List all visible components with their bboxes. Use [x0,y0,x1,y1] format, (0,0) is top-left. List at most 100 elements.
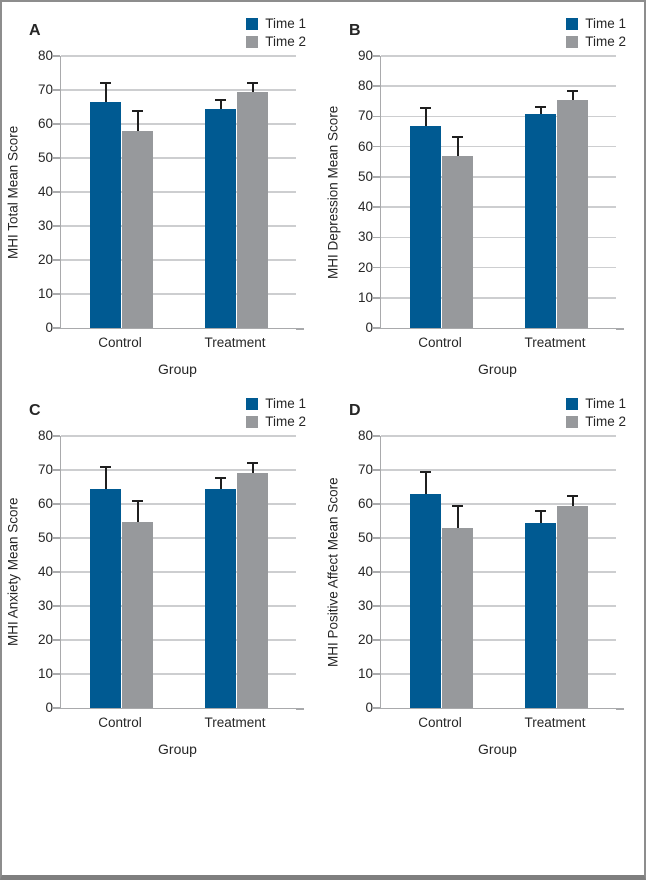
y-tick-mark [52,327,60,329]
time1-swatch-icon [566,397,579,410]
y-tick-label: 70 [357,462,373,477]
y-tick-mark [52,293,60,295]
y-tick-label: 80 [37,428,53,443]
legend-item-time1: Time 1 [566,16,626,31]
y-tick-label: 0 [365,320,373,335]
legend-item-time1: Time 1 [246,16,306,31]
y-axis-title: MHI Anxiety Mean Score [5,497,21,647]
plot-row: MHI Depression Mean Score 0 10 20 30 40 50 60 7… [322,49,642,335]
legend-item-time2: Time 2 [566,34,626,49]
gridline [61,639,296,641]
y-tick-label: 60 [37,496,53,511]
y-tick-label: 40 [357,199,373,215]
time2-swatch-icon [566,415,579,428]
y-tick-label: 0 [365,700,373,715]
time1-swatch-icon [246,17,259,30]
y-tick-mark [52,123,60,125]
y-tick-mark [372,537,380,539]
error-bar-treatment-time1 [215,477,226,490]
y-tick-label: 20 [37,632,53,647]
panel-label: D [349,402,362,419]
y-axis-title: MHI Total Mean Score [5,125,21,259]
y-tick-mark [52,469,60,471]
y-tick-mark [52,503,60,505]
x-axis-area: Group Control Treatment [380,709,615,767]
error-bar-treatment-time1 [215,98,226,110]
y-tick-mark [372,605,380,607]
bar-control-time1 [90,489,121,708]
gridline [381,176,616,178]
error-bar-control-time1 [420,107,431,127]
y-tick-label: 60 [37,116,53,131]
error-bar-treatment-time2 [567,494,578,507]
legend-label: Time 1 [265,16,306,31]
y-tick-mark [52,259,60,261]
bar-control-time1 [410,126,441,328]
y-tick-mark [372,115,380,118]
legend-item-time2: Time 2 [246,34,306,49]
y-tick-label: 80 [357,428,373,443]
gridline [381,145,616,148]
x-axis-title: Group [478,741,517,757]
legend-label: Time 2 [265,414,306,429]
panel-c: C Time 1 Time 2 MHI Anxiety Mean Score 0… [2,388,322,768]
gridline [61,673,296,675]
y-tick-label: 70 [357,108,373,124]
y-tick-mark [52,707,60,709]
gridline [381,469,616,471]
y-tick-label: 40 [37,564,53,579]
error-bar-control-time1 [100,465,111,490]
x-tick-label: Control [418,715,462,730]
bar-treatment-time1 [525,114,556,328]
y-tick-label: 20 [357,259,373,275]
x-axis-area: Group Control Treatment [60,329,295,387]
y-tick-label: 40 [37,184,53,199]
error-bar-treatment-time2 [567,89,578,101]
gridline [61,503,296,505]
y-tick-label: 30 [37,218,53,233]
y-tick-label: 20 [357,632,373,647]
x-axis-area: Group Control Treatment [380,329,615,387]
y-tick-mark [372,571,380,573]
bar-control-time2 [122,521,153,708]
y-tick-mark [372,236,380,239]
gridline [381,266,616,269]
panel-a-header: A Time 1 Time 2 [29,14,306,54]
y-tick-mark [52,605,60,607]
gridline [381,571,616,573]
gridline [61,225,296,227]
gridline [381,537,616,539]
bar-treatment-time2 [557,506,588,708]
legend: Time 1 Time 2 [566,396,626,429]
gridline [61,605,296,607]
bar-treatment-time2 [237,92,268,328]
x-axis-title: Group [158,361,197,377]
y-tick-mark [52,537,60,539]
y-tick-mark [372,85,380,87]
y-tick-label: 90 [357,48,373,63]
y-tick-mark [372,55,380,57]
x-axis-area: Group Control Treatment [60,709,295,767]
y-tick-labels: 0 10 20 30 40 50 60 70 80 [24,429,60,715]
legend-label: Time 2 [585,414,626,429]
y-tick-label: 30 [357,229,373,245]
y-tick-label: 30 [37,598,53,613]
y-tick-mark [372,297,380,299]
y-tick-mark [52,571,60,573]
y-tick-label: 80 [357,78,373,94]
error-bar-control-time2 [452,135,463,156]
error-bar-control-time2 [452,505,463,529]
bar-treatment-time1 [205,489,236,708]
gridline [381,605,616,607]
y-tick-label: 40 [357,564,373,579]
y-tick-label: 50 [37,530,53,545]
gridline [61,55,296,57]
panel-c-header: C Time 1 Time 2 [29,394,306,434]
y-tick-mark [52,89,60,91]
legend-label: Time 1 [585,16,626,31]
gridline [61,571,296,573]
legend-item-time1: Time 1 [246,396,306,411]
y-tick-mark [372,206,380,208]
y-tick-mark [372,503,380,505]
